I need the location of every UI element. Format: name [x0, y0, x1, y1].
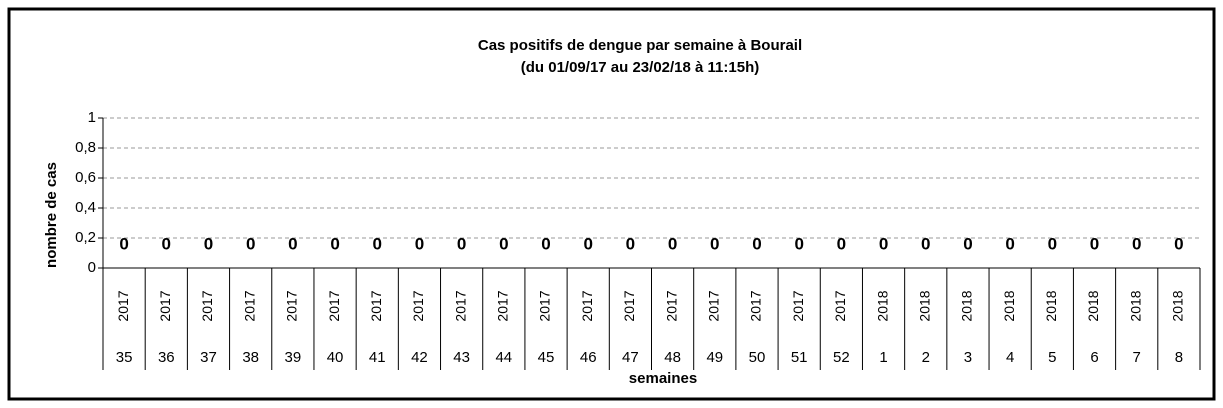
year-label: 2018 — [1043, 290, 1059, 321]
data-label: 0 — [1090, 234, 1099, 253]
x-tick-label: 41 — [369, 349, 386, 366]
y-tick-label: 0,8 — [75, 139, 96, 156]
year-label: 2017 — [452, 290, 468, 321]
x-tick-label: 49 — [706, 349, 723, 366]
data-label: 0 — [794, 234, 803, 253]
year-label: 2018 — [1085, 290, 1101, 321]
year-label: 2018 — [916, 290, 932, 321]
chart-frame — [7, 7, 1216, 401]
year-label: 2018 — [874, 290, 890, 321]
x-tick-label: 48 — [664, 349, 681, 366]
data-label: 0 — [1174, 234, 1183, 253]
x-tick-label: 39 — [285, 349, 302, 366]
x-tick-label: 44 — [495, 349, 512, 366]
x-tick-label: 1 — [879, 349, 887, 366]
data-label: 0 — [668, 234, 677, 253]
x-tick-label: 35 — [116, 349, 133, 366]
data-label: 0 — [499, 234, 508, 253]
x-tick-label: 4 — [1006, 349, 1014, 366]
year-label: 2018 — [959, 290, 975, 321]
x-tick-label: 38 — [242, 349, 259, 366]
data-label: 0 — [752, 234, 761, 253]
data-label: 0 — [626, 234, 635, 253]
data-label: 0 — [246, 234, 255, 253]
data-label: 0 — [204, 234, 213, 253]
data-label: 0 — [541, 234, 550, 253]
year-label: 2017 — [368, 290, 384, 321]
data-label: 0 — [921, 234, 930, 253]
chart-subtitle: (du 01/09/17 au 23/02/18 à 11:15h) — [521, 59, 759, 76]
x-tick-label: 51 — [791, 349, 808, 366]
x-tick-label: 3 — [964, 349, 972, 366]
year-label: 2017 — [410, 290, 426, 321]
x-tick-label: 40 — [327, 349, 344, 366]
data-label: 0 — [1048, 234, 1057, 253]
chart-title: Cas positifs de dengue par semaine à Bou… — [478, 37, 802, 54]
y-tick-label: 1 — [88, 109, 96, 126]
y-tick-label: 0,2 — [75, 229, 96, 246]
x-tick-label: 43 — [453, 349, 470, 366]
x-tick-label: 5 — [1048, 349, 1056, 366]
data-label: 0 — [837, 234, 846, 253]
year-label: 2017 — [537, 290, 553, 321]
data-label: 0 — [373, 234, 382, 253]
y-axis-title: nombre de cas — [43, 162, 60, 268]
data-label: 0 — [415, 234, 424, 253]
x-tick-label: 2 — [922, 349, 930, 366]
year-label: 2018 — [1127, 290, 1143, 321]
x-tick-label: 7 — [1133, 349, 1141, 366]
data-label: 0 — [963, 234, 972, 253]
year-label: 2017 — [579, 290, 595, 321]
data-label: 0 — [330, 234, 339, 253]
year-label: 2017 — [790, 290, 806, 321]
data-label: 0 — [457, 234, 466, 253]
year-label: 2018 — [1170, 290, 1186, 321]
year-label: 2017 — [663, 290, 679, 321]
x-tick-label: 52 — [833, 349, 850, 366]
year-label: 2018 — [1001, 290, 1017, 321]
data-label: 0 — [583, 234, 592, 253]
x-tick-label: 45 — [538, 349, 555, 366]
y-tick-label: 0 — [88, 259, 96, 276]
year-label: 2017 — [284, 290, 300, 321]
year-label: 2017 — [199, 290, 215, 321]
year-label: 2017 — [115, 290, 131, 321]
x-tick-label: 6 — [1090, 349, 1098, 366]
data-label: 0 — [1005, 234, 1014, 253]
data-label: 0 — [288, 234, 297, 253]
year-label: 2017 — [748, 290, 764, 321]
data-label: 0 — [162, 234, 171, 253]
x-tick-label: 42 — [411, 349, 428, 366]
year-label: 2017 — [832, 290, 848, 321]
x-axis-title: semaines — [629, 370, 697, 387]
year-label: 2017 — [326, 290, 342, 321]
x-tick-label: 46 — [580, 349, 597, 366]
year-label: 2017 — [621, 290, 637, 321]
x-tick-label: 50 — [749, 349, 766, 366]
year-label: 2017 — [705, 290, 721, 321]
data-label: 0 — [119, 234, 128, 253]
y-tick-label: 0,4 — [75, 199, 96, 216]
data-label: 0 — [879, 234, 888, 253]
year-label: 2017 — [495, 290, 511, 321]
x-tick-label: 47 — [622, 349, 639, 366]
data-label: 0 — [1132, 234, 1141, 253]
x-tick-label: 36 — [158, 349, 175, 366]
data-label: 0 — [710, 234, 719, 253]
x-tick-label: 37 — [200, 349, 217, 366]
x-tick-label: 8 — [1175, 349, 1183, 366]
year-label: 2017 — [157, 290, 173, 321]
y-tick-label: 0,6 — [75, 169, 96, 186]
year-label: 2017 — [241, 290, 257, 321]
